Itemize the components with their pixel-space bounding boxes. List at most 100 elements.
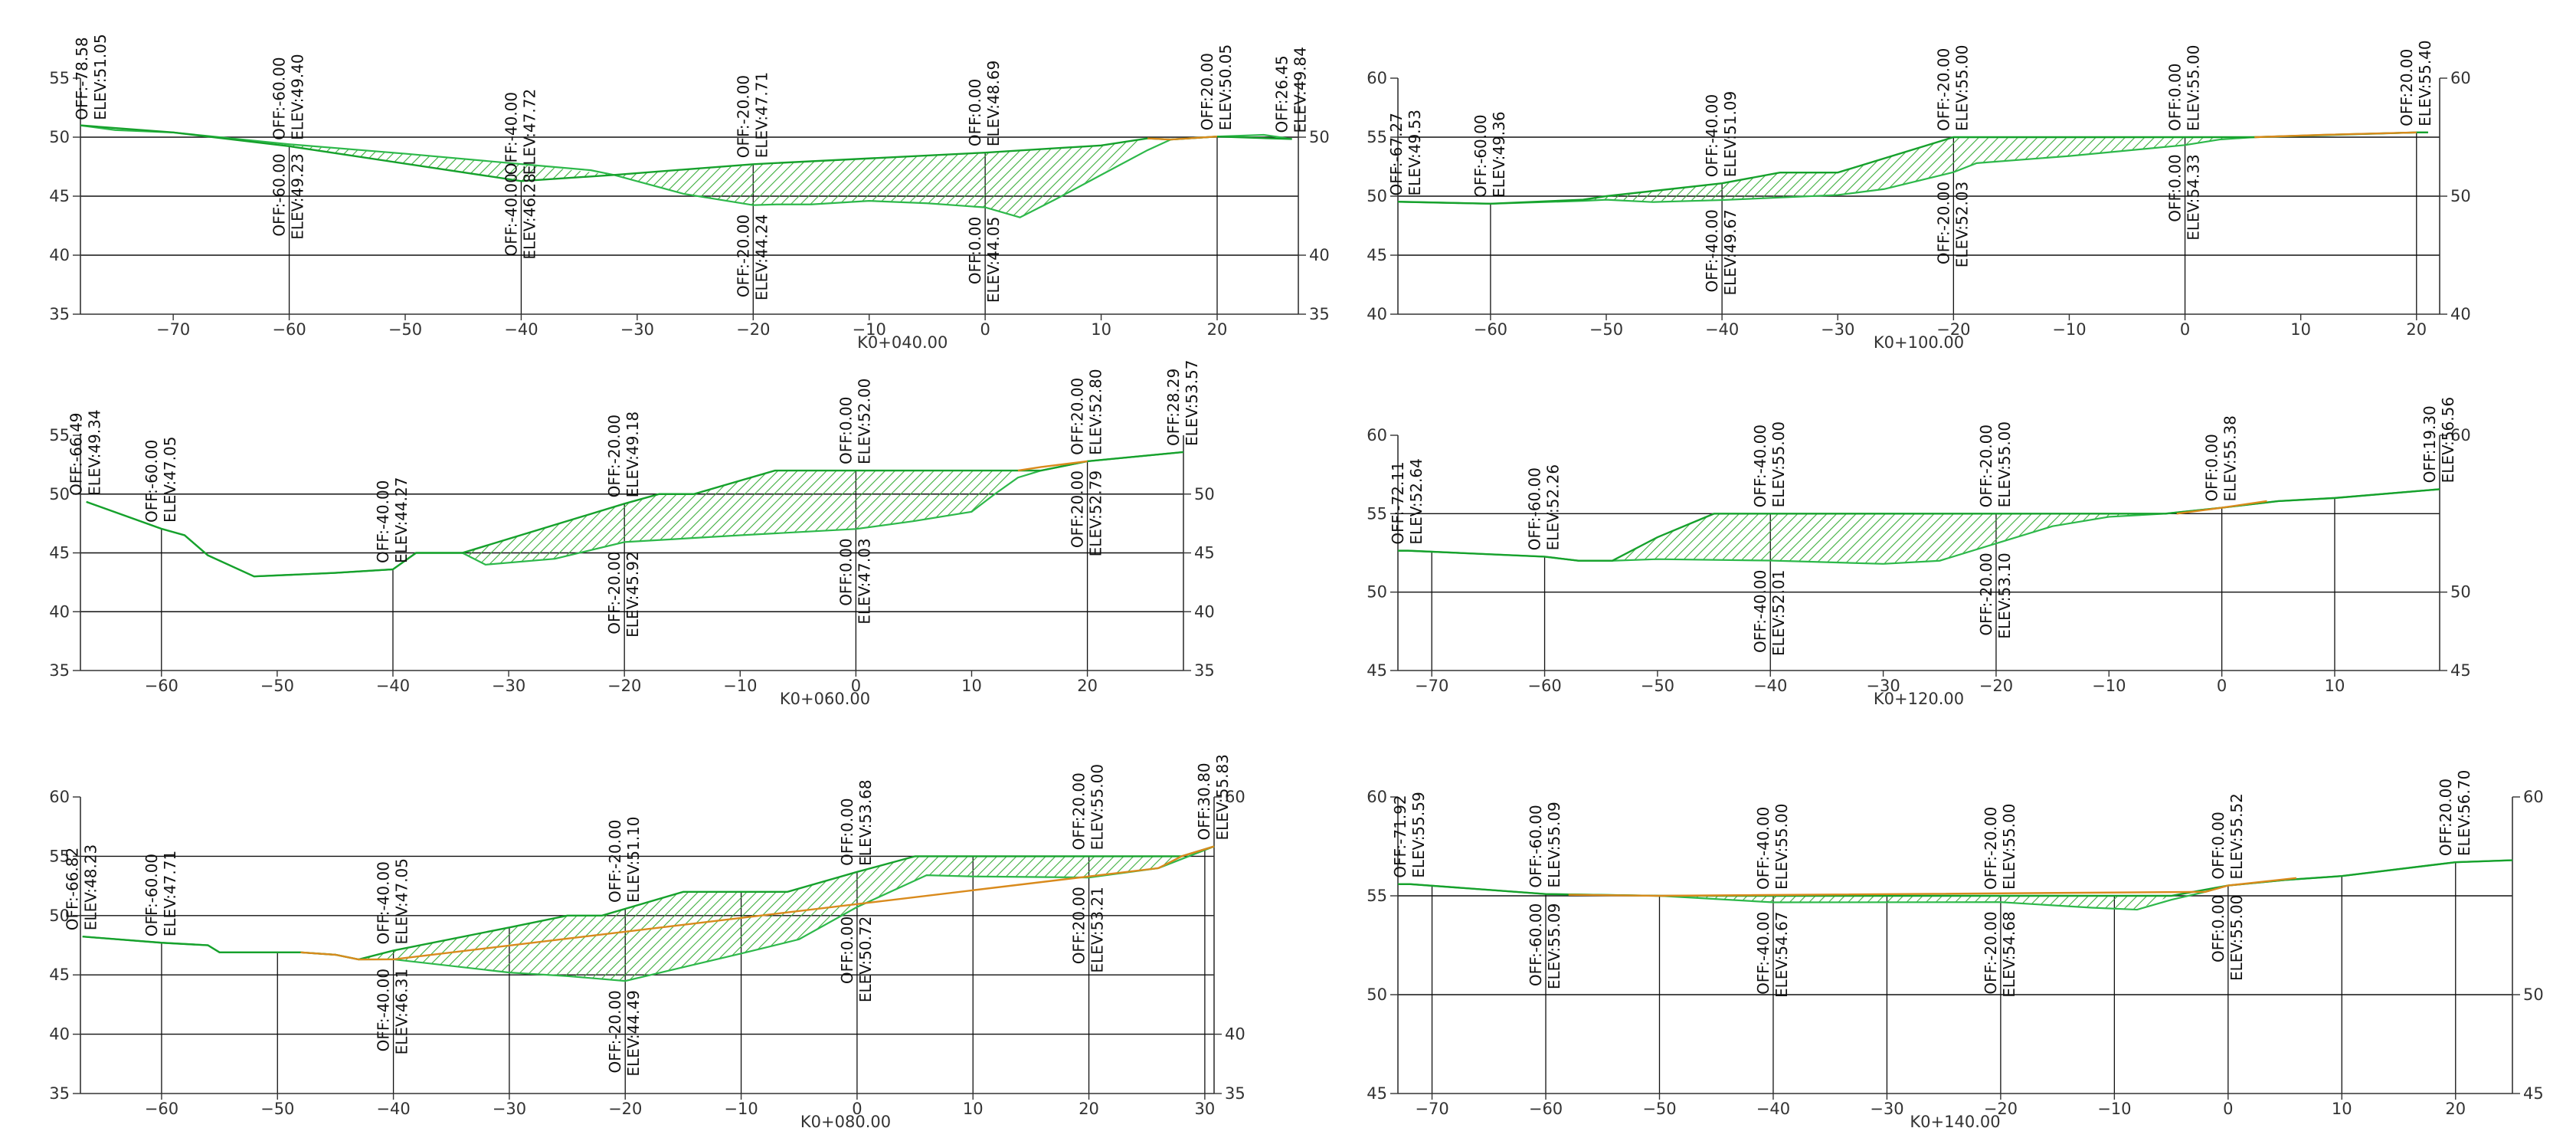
elevation-annotation-top: ELEV:49.40	[289, 54, 307, 139]
x-tick-label: −40	[376, 1100, 410, 1118]
design-line	[1398, 488, 2440, 562]
offset-annotation-top: OFF:28.29	[1164, 369, 1183, 446]
y-tick-label: 55	[1367, 887, 1387, 905]
y-tick-label-right: 50	[1309, 128, 1330, 146]
x-tick-label: −10	[2097, 1100, 2131, 1118]
offset-annotation-bottom: OFF:-40.00	[1754, 912, 1772, 995]
station-label: K0+060.00	[780, 690, 870, 708]
offset-annotation-top: OFF:-40.00	[375, 861, 393, 944]
elevation-annotation-top: ELEV:53.68	[856, 779, 875, 865]
y-tick-label: 35	[49, 661, 70, 680]
elevation-annotation-bottom: ELEV:47.03	[855, 538, 873, 624]
x-tick-label: −40	[504, 320, 538, 339]
y-tick-label-right: 60	[2523, 788, 2544, 806]
y-tick-label: 55	[49, 847, 70, 865]
y-tick-label: 50	[1367, 187, 1387, 205]
x-tick-label: 0	[851, 677, 861, 695]
elevation-annotation-top: ELEV:55.00	[2000, 804, 2018, 890]
y-tick-label: 50	[1367, 985, 1387, 1004]
offset-annotation-top: OFF:-20.00	[734, 75, 752, 158]
y-tick-label-right: 40	[1309, 246, 1330, 264]
y-tick-label: 40	[1367, 305, 1387, 323]
fill-line	[1147, 136, 1218, 141]
elevation-annotation-top: ELEV:47.71	[161, 851, 179, 936]
elevation-annotation-bottom: ELEV:55.09	[1545, 903, 1563, 989]
offset-annotation-top: OFF:-20.00	[605, 415, 624, 497]
x-tick-label: 10	[2290, 320, 2311, 339]
offset-annotation-top: OFF:-60.00	[1471, 114, 1490, 197]
x-tick-label: −70	[1415, 1100, 1448, 1118]
x-tick-label: −50	[260, 677, 294, 695]
offset-annotation-top: OFF:0.00	[2203, 434, 2221, 501]
offset-annotation-bottom: OFF:0.00	[966, 217, 984, 284]
y-tick-label: 50	[49, 128, 70, 146]
x-tick-label: 0	[852, 1100, 862, 1118]
offset-annotation-top: OFF:20.00	[1198, 53, 1216, 130]
elevation-annotation-top: ELEV:55.00	[1772, 804, 1791, 890]
cross-section-4: 35 40 45 50 55 60 35 40 60 −60 −50 −40 −30 −20 −10 0 10 2…	[49, 754, 1245, 1128]
x-tick-label: 0	[2217, 677, 2227, 695]
y-tick-label: 60	[1367, 426, 1387, 444]
elevation-annotation-bottom: ELEV:52.03	[1952, 182, 1971, 267]
cut-area	[1583, 137, 2255, 202]
y-tick-label-right: 35	[1225, 1084, 1245, 1103]
elevation-annotation-top: ELEV:55.00	[1952, 45, 1971, 131]
offset-annotation-bottom: OFF:20.00	[1069, 471, 1087, 548]
elevation-annotation-bottom: ELEV:49.23	[289, 153, 307, 239]
cut-area	[358, 856, 1182, 982]
elevation-annotation-bottom: ELEV:44.49	[624, 990, 643, 1076]
elevation-annotation-top: ELEV:56.56	[2439, 397, 2457, 483]
offset-annotation-top: OFF:-60.00	[1527, 805, 1545, 887]
elevation-annotation-bottom: ELEV:54.67	[1772, 912, 1791, 998]
offset-annotation-bottom: OFF:0.00	[2209, 895, 2227, 962]
elevation-annotation-bottom: ELEV:54.33	[2185, 154, 2203, 240]
station-label: K0+120.00	[1874, 690, 1964, 708]
offset-annotation-top: OFF:0.00	[966, 79, 984, 146]
elevation-annotation-top: ELEV:55.00	[1769, 421, 1788, 507]
y-tick-label: 55	[49, 69, 70, 87]
x-tick-label: −50	[388, 320, 422, 339]
y-tick-label: 50	[49, 485, 70, 503]
y-tick-label: 45	[1367, 1084, 1387, 1103]
offset-annotation-top: OFF:20.00	[1069, 378, 1087, 455]
y-tick-label-right: 60	[2450, 426, 2471, 444]
y-tick-label: 55	[1367, 128, 1387, 146]
y-tick-label: 45	[49, 966, 70, 984]
elevation-annotation-bottom: ELEV:52.01	[1769, 570, 1788, 656]
x-tick-label: −20	[1979, 677, 2013, 695]
y-tick-label-right: 35	[1194, 661, 1215, 680]
x-tick-label: 20	[1207, 320, 1228, 339]
offset-annotation-top: OFF:-67.27	[1387, 113, 1406, 195]
x-tick-label: −60	[1527, 677, 1561, 695]
x-tick-label: −20	[607, 677, 641, 695]
offset-annotation-bottom: OFF:-20.00	[1934, 182, 1952, 264]
x-tick-label: −20	[1984, 1100, 2018, 1118]
offset-annotation-top: OFF:-60.00	[270, 57, 289, 139]
elevation-annotation-top: ELEV:51.09	[1721, 91, 1740, 177]
y-tick-label: 60	[49, 788, 70, 806]
offset-annotation-bottom: OFF:0.00	[838, 916, 856, 984]
x-tick-label: −50	[1589, 320, 1623, 339]
y-tick-label-right: 45	[2523, 1084, 2544, 1103]
elevation-annotation-top: ELEV:52.80	[1087, 369, 1105, 454]
offset-annotation-top: OFF:-40.00	[374, 480, 392, 563]
y-tick-label: 60	[1367, 788, 1387, 806]
elevation-annotation-top: ELEV:47.72	[520, 89, 538, 175]
elevation-annotation-top: ELEV:50.05	[1216, 44, 1235, 130]
offset-annotation-top: OFF:-20.00	[606, 820, 624, 903]
x-tick-label: −60	[1474, 320, 1507, 339]
existing-ground-line	[80, 124, 1292, 218]
offset-annotation-bottom: OFF:-40.00	[1703, 209, 1721, 292]
elevation-annotation-top: ELEV:55.59	[1409, 792, 1428, 877]
x-tick-label: −20	[736, 320, 770, 339]
elevation-annotation-bottom: ELEV:46.31	[393, 969, 411, 1054]
x-tick-label: −20	[608, 1100, 642, 1118]
x-tick-label: 20	[1079, 1100, 1099, 1118]
y-tick-label: 45	[49, 544, 70, 562]
x-tick-label: −60	[145, 677, 178, 695]
offset-annotation-bottom: OFF:-20.00	[1977, 553, 1995, 635]
y-tick-label: 45	[1367, 661, 1387, 680]
y-tick-label: 50	[1367, 583, 1387, 602]
offset-annotation-top: OFF:-78.58	[73, 37, 91, 120]
offset-annotation-top: OFF:-20.00	[1982, 807, 2000, 890]
